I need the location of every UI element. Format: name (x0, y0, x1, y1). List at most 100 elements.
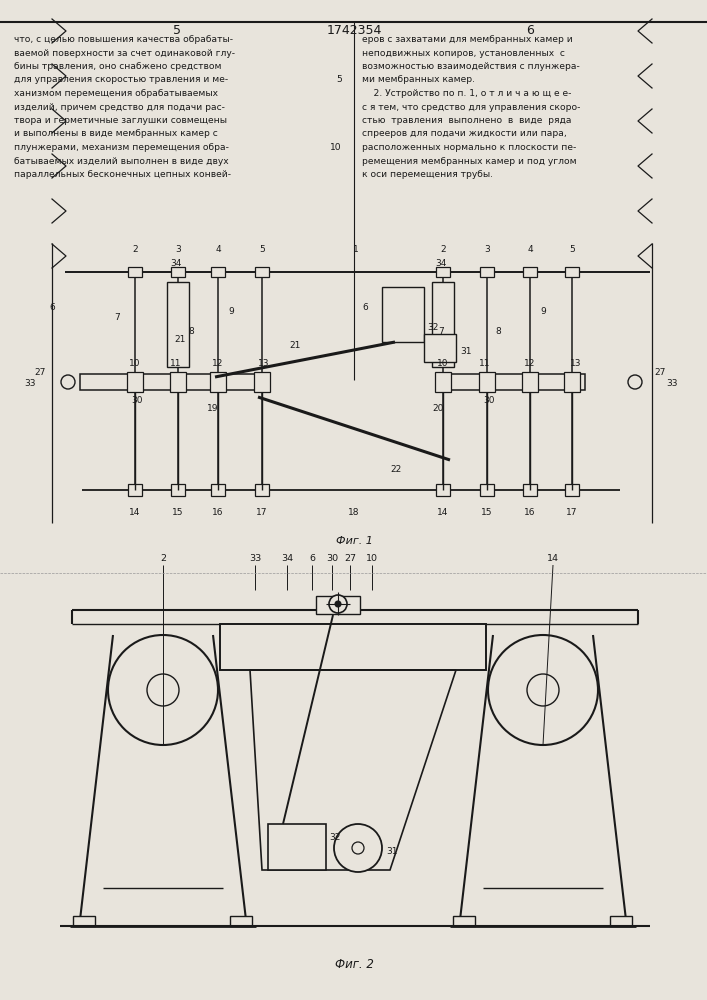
Text: ханизмом перемещения обрабатываемых: ханизмом перемещения обрабатываемых (14, 89, 218, 98)
Text: 6: 6 (362, 302, 368, 312)
Text: 20: 20 (432, 404, 444, 413)
Text: 34: 34 (170, 259, 182, 268)
Text: 1: 1 (353, 245, 359, 254)
Circle shape (488, 635, 598, 745)
Text: параллельных бесконечных цепных конвей-: параллельных бесконечных цепных конвей- (14, 170, 231, 179)
Text: 17: 17 (566, 508, 578, 517)
Bar (211, 484, 225, 496)
Circle shape (527, 674, 559, 706)
Text: 2: 2 (132, 245, 138, 254)
Bar (255, 267, 269, 277)
Text: 5: 5 (569, 245, 575, 254)
Text: 8: 8 (495, 328, 501, 336)
Bar (128, 267, 142, 277)
Text: 31: 31 (460, 348, 472, 357)
Bar (382, 287, 424, 342)
Text: 30: 30 (132, 396, 143, 405)
Text: изделий, причем средство для подачи рас-: изделий, причем средство для подачи рас- (14, 103, 225, 111)
Circle shape (61, 375, 75, 389)
Text: 4: 4 (527, 245, 533, 254)
Bar (211, 267, 225, 277)
Text: 32: 32 (427, 322, 438, 332)
Text: 30: 30 (484, 396, 495, 405)
Bar (610, 916, 632, 926)
Text: 2. Устройство по п. 1, о т л и ч а ю щ е е-: 2. Устройство по п. 1, о т л и ч а ю щ е… (362, 89, 571, 98)
Text: 3: 3 (484, 245, 490, 254)
Text: бины травления, оно снабжено средством: бины травления, оно снабжено средством (14, 62, 221, 71)
Text: 2: 2 (440, 245, 446, 254)
Bar (220, 624, 486, 670)
Text: расположенных нормально к плоскости пе-: расположенных нормально к плоскости пе- (362, 143, 576, 152)
Bar (480, 267, 494, 277)
Text: 14: 14 (547, 554, 559, 563)
Text: 11: 11 (479, 359, 491, 368)
Text: 34: 34 (281, 554, 293, 563)
Bar (480, 484, 494, 496)
Text: ремещения мембранных камер и под углом: ремещения мембранных камер и под углом (362, 156, 577, 165)
Bar (171, 267, 185, 277)
Text: с я тем, что средство для управления скоро-: с я тем, что средство для управления ско… (362, 103, 580, 111)
Bar (424, 334, 456, 362)
Bar (268, 824, 326, 870)
Bar (128, 484, 142, 496)
Text: 21: 21 (289, 341, 300, 350)
Text: 18: 18 (349, 508, 360, 517)
Text: еров с захватами для мембранных камер и: еров с захватами для мембранных камер и (362, 35, 573, 44)
Text: 10: 10 (330, 143, 342, 152)
Text: стью  травления  выполнено  в  виде  ряда: стью травления выполнено в виде ряда (362, 116, 571, 125)
Text: плунжерами, механизм перемещения обра-: плунжерами, механизм перемещения обра- (14, 143, 229, 152)
Text: 16: 16 (525, 508, 536, 517)
Text: 33: 33 (666, 378, 678, 387)
Text: 7: 7 (115, 312, 120, 322)
Text: 16: 16 (212, 508, 223, 517)
Text: 19: 19 (207, 404, 218, 413)
Bar (522, 372, 538, 392)
Bar (210, 372, 226, 392)
Bar (167, 282, 189, 367)
Text: 15: 15 (481, 508, 493, 517)
Text: 9: 9 (540, 308, 546, 316)
Bar (523, 267, 537, 277)
Text: 31: 31 (386, 848, 397, 856)
Text: 27: 27 (654, 368, 666, 377)
Text: 14: 14 (129, 508, 141, 517)
Bar (80, 374, 267, 390)
Bar (435, 372, 451, 392)
Text: 15: 15 (173, 508, 184, 517)
Text: 17: 17 (256, 508, 268, 517)
Text: 22: 22 (390, 465, 402, 474)
Bar (438, 374, 585, 390)
Text: 13: 13 (258, 359, 270, 368)
Bar (436, 484, 450, 496)
Bar (254, 372, 270, 392)
Text: 12: 12 (525, 359, 536, 368)
Text: 13: 13 (571, 359, 582, 368)
Text: 12: 12 (212, 359, 223, 368)
Bar (523, 484, 537, 496)
Bar (436, 267, 450, 277)
Bar (565, 267, 579, 277)
Circle shape (628, 375, 642, 389)
Text: 27: 27 (344, 554, 356, 563)
Circle shape (329, 595, 347, 613)
Circle shape (352, 842, 364, 854)
Text: возможностью взаимодействия с плунжера-: возможностью взаимодействия с плунжера- (362, 62, 580, 71)
Text: 3: 3 (175, 245, 181, 254)
Text: 10: 10 (366, 554, 378, 563)
Text: 14: 14 (438, 508, 449, 517)
Text: 9: 9 (228, 308, 234, 316)
Text: 21: 21 (175, 335, 186, 344)
Bar (564, 372, 580, 392)
Bar (171, 484, 185, 496)
Text: 6: 6 (526, 24, 534, 37)
Bar (432, 282, 454, 367)
Text: 5: 5 (173, 24, 181, 37)
Bar (565, 484, 579, 496)
Circle shape (108, 635, 218, 745)
Text: 1742354: 1742354 (327, 24, 382, 37)
Text: 8: 8 (188, 328, 194, 336)
Text: 27: 27 (35, 368, 46, 377)
Text: 6: 6 (309, 554, 315, 563)
Text: 2: 2 (160, 554, 166, 563)
Text: спрееров для подачи жидкости или пара,: спрееров для подачи жидкости или пара, (362, 129, 567, 138)
